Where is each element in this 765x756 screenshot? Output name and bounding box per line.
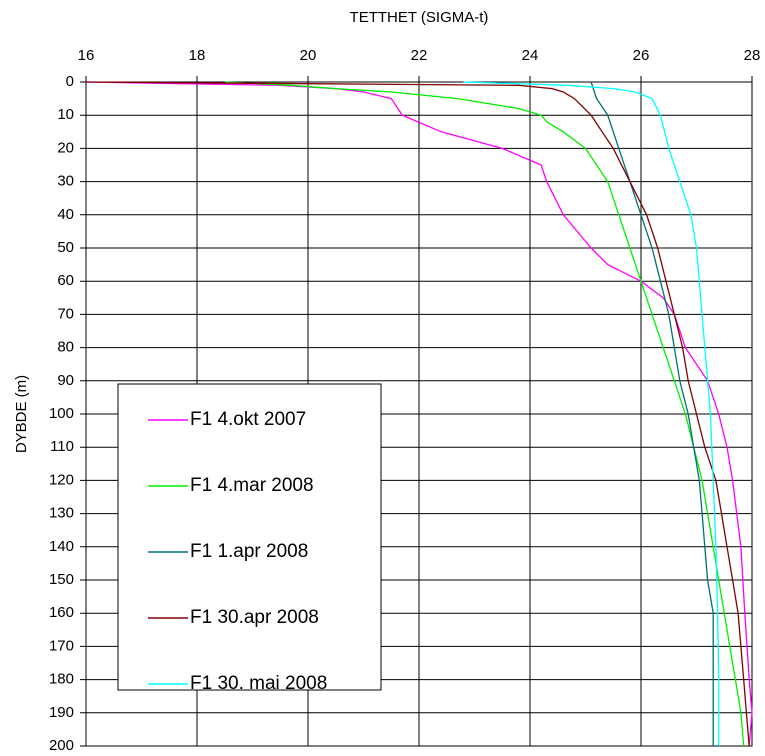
y-tick-label: 90: [57, 372, 74, 389]
data-line: [590, 81, 714, 746]
y-tick-label: 50: [57, 239, 74, 256]
data-line: [85, 81, 753, 747]
legend-label: F1 30.apr 2008: [190, 607, 319, 628]
y-tick-label: 140: [49, 538, 74, 555]
y-tick-label: 200: [49, 737, 74, 754]
y-tick-label: 70: [57, 305, 74, 322]
y-tick-label: 170: [49, 637, 74, 654]
x-tick-label: 16: [78, 47, 95, 64]
legend-label: F1 1.apr 2008: [190, 541, 308, 562]
legend-label: F1 4.mar 2008: [190, 475, 314, 496]
y-tick-label: 100: [49, 405, 74, 422]
y-tick-label: 10: [57, 106, 74, 123]
y-tick-label: 60: [57, 272, 74, 289]
y-tick-label: 80: [57, 339, 74, 356]
y-tick-label: 150: [49, 571, 74, 588]
y-tick-label: 30: [57, 173, 74, 190]
y-tick-label: 160: [49, 604, 74, 621]
legend-box: [117, 383, 382, 691]
data-line: [224, 81, 745, 747]
y-tick-label: 130: [49, 505, 74, 522]
y-axis-label: DYBDE (m): [13, 375, 30, 453]
plot-border: [85, 81, 753, 747]
x-tick-label: 18: [189, 47, 206, 64]
legend: F1 4.okt 2007 F1 4.mar 2008 F1 1.apr 2008 F…: [117, 383, 382, 694]
x-tick-label: 24: [522, 47, 539, 64]
data-line: [85, 81, 750, 747]
chart-title: TETTHET (SIGMA-t): [350, 9, 489, 26]
y-tick-label: 190: [49, 704, 74, 721]
y-tick-label: 20: [57, 139, 74, 156]
legend-label: F1 30. mai 2008: [190, 673, 327, 694]
y-tick-label: 180: [49, 671, 74, 688]
x-tick-label: 22: [411, 47, 428, 64]
data-line: [463, 81, 720, 746]
y-tick-label: 120: [49, 471, 74, 488]
x-tick-label: 28: [744, 47, 761, 64]
y-tick-label: 110: [50, 438, 74, 455]
y-tick-label: 0: [66, 73, 74, 90]
y-tick-label: 40: [57, 206, 74, 223]
x-tick-label: 20: [300, 47, 317, 64]
x-tick-label: 26: [633, 47, 650, 64]
legend-label: F1 4.okt 2007: [190, 409, 306, 430]
